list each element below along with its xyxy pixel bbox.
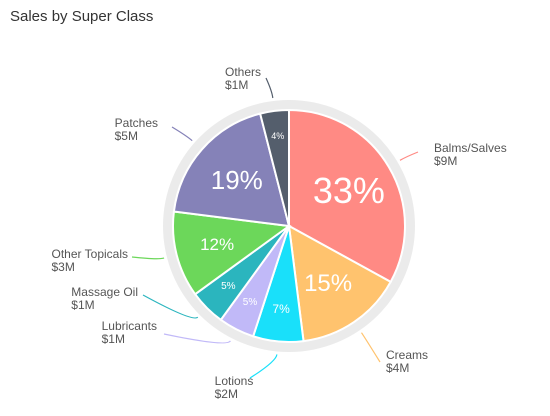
slice-value-label-patches: $5M bbox=[115, 129, 138, 143]
pie-slice-balms-salves[interactable] bbox=[288, 108, 406, 284]
slice-pct-label-patches: 19% bbox=[211, 165, 263, 195]
pie-slice-creams[interactable] bbox=[287, 224, 393, 343]
slice-value-label-other-topicals: $3M bbox=[52, 260, 75, 274]
leader-line-other-topicals bbox=[131, 256, 165, 260]
leader-line-creams bbox=[361, 332, 381, 363]
slice-value-label-creams: $4M bbox=[386, 361, 409, 375]
slice-pct-label-lubricants: 5% bbox=[243, 297, 258, 308]
pie-slice-others[interactable] bbox=[258, 108, 290, 227]
slice-name-label-massage-oil: Massage Oil bbox=[71, 285, 138, 299]
chart-title: Sales by Super Class bbox=[10, 8, 154, 25]
slice-pct-label-other-topicals: 12% bbox=[200, 235, 234, 254]
slice-value-label-massage-oil: $1M bbox=[71, 298, 94, 312]
slice-name-label-lotions: Lotions bbox=[215, 374, 254, 388]
leader-line-balms-salves bbox=[399, 151, 419, 161]
slice-name-label-others: Others bbox=[225, 65, 261, 79]
leader-line-lotions bbox=[249, 354, 278, 379]
leader-line-massage-oil bbox=[142, 294, 199, 319]
slice-name-label-balms-salves: Balms/Salves bbox=[434, 141, 507, 155]
slice-name-label-patches: Patches bbox=[115, 116, 158, 130]
slice-name-label-other-topicals: Other Topicals bbox=[52, 247, 128, 261]
slice-name-label-creams: Creams bbox=[386, 348, 428, 362]
leader-line-others bbox=[265, 77, 274, 99]
slice-value-label-balms-salves: $9M bbox=[434, 154, 457, 168]
slice-value-label-lotions: $2M bbox=[215, 387, 238, 401]
slice-pct-label-balms-salves: 33% bbox=[313, 170, 385, 211]
slice-pct-label-lotions: 7% bbox=[272, 302, 290, 316]
slice-pct-label-creams: 15% bbox=[304, 270, 352, 297]
leader-line-patches bbox=[171, 126, 193, 142]
slice-value-label-others: $1M bbox=[225, 78, 248, 92]
pie-slice-patches[interactable] bbox=[172, 112, 291, 228]
leader-line-lubricants bbox=[163, 333, 231, 344]
pie-slice-other-topicals[interactable] bbox=[172, 210, 292, 296]
slice-value-label-lubricants: $1M bbox=[102, 332, 125, 346]
slice-pct-label-massage-oil: 5% bbox=[221, 281, 236, 292]
slice-pct-label-others: 4% bbox=[271, 131, 284, 141]
slice-name-label-lubricants: Lubricants bbox=[102, 319, 157, 333]
